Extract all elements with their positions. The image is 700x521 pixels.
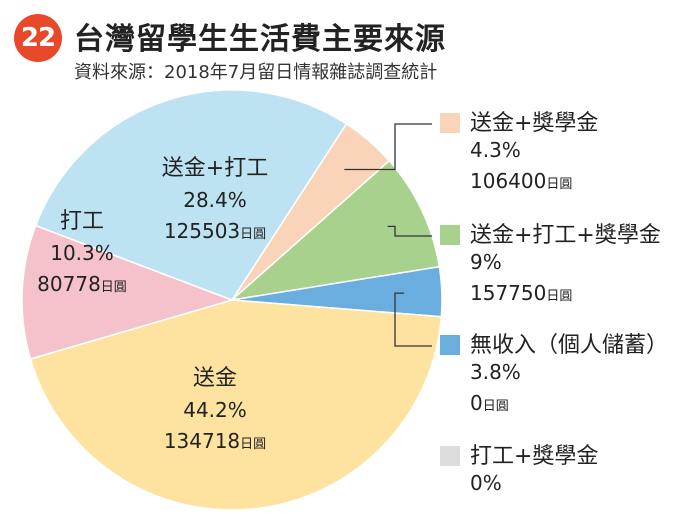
legend-amount: 157750日圓 — [470, 281, 573, 305]
legend-swatch — [440, 446, 460, 466]
legend-label: 無收入（個人儲蓄） — [470, 333, 669, 358]
slice-label-name: 送金 — [193, 366, 237, 391]
slice-label: 打工 10.3% 80778日圓 — [37, 209, 127, 296]
legend-amount: 106400日圓 — [470, 169, 573, 193]
chart-number-badge: 22 — [14, 14, 62, 62]
legend-percent: 0% — [470, 471, 502, 495]
slice-label-percent: 10.3% — [50, 241, 114, 265]
chart-title: 台灣留學生生活費主要來源 — [74, 22, 446, 57]
pie-slice — [29, 299, 443, 511]
leader-line — [394, 292, 432, 347]
slice-label-amount: 125503日圓 — [164, 219, 266, 243]
slice-label-amount: 80778日圓 — [37, 272, 127, 296]
pie-slice — [21, 224, 235, 360]
legend-label: 送金+獎學金 — [470, 111, 599, 136]
slice-label-name: 送金+打工 — [162, 156, 268, 181]
pie-slice — [34, 89, 348, 301]
slice-label-percent: 28.4% — [183, 188, 247, 212]
legend-percent: 3.8% — [470, 360, 521, 384]
legend-swatch — [440, 225, 460, 245]
pie-slice — [229, 159, 441, 302]
legend-swatch — [440, 335, 460, 355]
leader-line — [344, 123, 432, 171]
leader-line — [387, 225, 432, 237]
chart-source: 資料來源：2018年7月留日情報雜誌調查統計 — [74, 62, 438, 83]
legend-label: 送金+打工+獎學金 — [470, 223, 661, 248]
legend-percent: 4.3% — [470, 138, 521, 162]
legend-swatch — [440, 113, 460, 133]
legend-percent: 9% — [470, 250, 502, 274]
slice-label: 送金+打工 28.4% 125503日圓 — [162, 156, 268, 243]
slice-label-amount: 134718日圓 — [164, 429, 266, 453]
slice-label-name: 打工 — [60, 209, 104, 234]
slice-label: 送金 44.2% 134718日圓 — [164, 366, 266, 453]
legend-label: 打工+獎學金 — [470, 444, 599, 469]
slice-label-percent: 44.2% — [183, 398, 247, 422]
legend-amount: 0日圓 — [470, 391, 509, 415]
